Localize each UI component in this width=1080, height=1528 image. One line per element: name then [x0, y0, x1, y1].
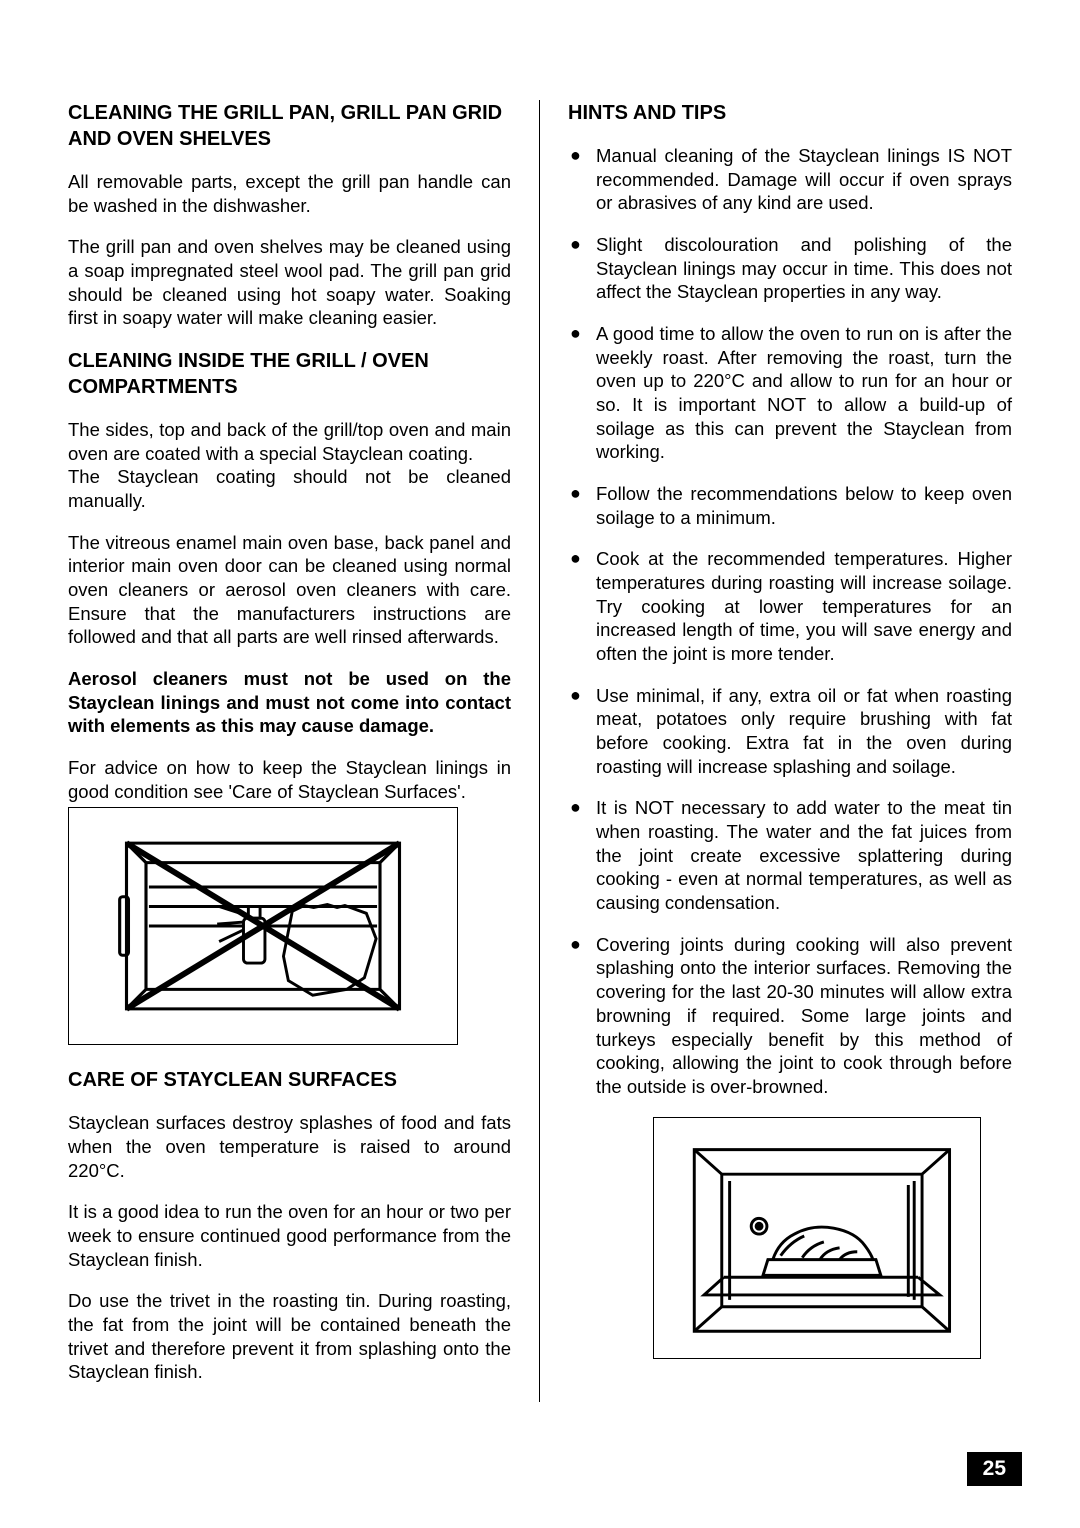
tip-item: Manual cleaning of the Stayclean linings…: [568, 144, 1012, 215]
tips-list: Manual cleaning of the Stayclean linings…: [568, 144, 1012, 1099]
heading-grill-pan: CLEANING THE GRILL PAN, GRILL PAN GRID A…: [68, 100, 511, 152]
para: Do use the trivet in the roasting tin. D…: [68, 1289, 511, 1384]
right-column: HINTS AND TIPS Manual cleaning of the St…: [540, 100, 1022, 1402]
left-column: CLEANING THE GRILL PAN, GRILL PAN GRID A…: [58, 100, 540, 1402]
para: The Stayclean coating should not be clea…: [68, 465, 511, 512]
tip-item: Slight discolouration and polishing of t…: [568, 233, 1012, 304]
heading-stayclean-care: CARE OF STAYCLEAN SURFACES: [68, 1067, 511, 1093]
para: Stayclean surfaces destroy splashes of f…: [68, 1111, 511, 1182]
no-spray-icon: [70, 809, 456, 1043]
heading-inside-grill: CLEANING INSIDE THE GRILL / OVEN COMPART…: [68, 348, 511, 400]
tip-item: Covering joints during cooking will also…: [568, 933, 1012, 1099]
para: The vitreous enamel main oven base, back…: [68, 531, 511, 649]
para: For advice on how to keep the Stayclean …: [68, 756, 511, 803]
page: CLEANING THE GRILL PAN, GRILL PAN GRID A…: [0, 0, 1080, 1462]
page-number: 25: [967, 1452, 1022, 1486]
figure-no-spray: [68, 807, 458, 1045]
tip-item: Use minimal, if any, extra oil or fat wh…: [568, 684, 1012, 779]
para: The sides, top and back of the grill/top…: [68, 418, 511, 465]
tip-item: A good time to allow the oven to run on …: [568, 322, 1012, 464]
para: It is a good idea to run the oven for an…: [68, 1200, 511, 1271]
para: All removable parts, except the grill pa…: [68, 170, 511, 217]
tip-item: It is NOT necessary to add water to the …: [568, 796, 1012, 914]
covered-roast-icon: [655, 1119, 979, 1357]
heading-hints-tips: HINTS AND TIPS: [568, 100, 1012, 126]
tip-item: Follow the recommendations below to keep…: [568, 482, 1012, 529]
figure-covered-roast: [653, 1117, 981, 1359]
para: The grill pan and oven shelves may be cl…: [68, 235, 511, 330]
para-warning: Aerosol cleaners must not be used on the…: [68, 667, 511, 738]
tip-item: Cook at the recommended temperatures. Hi…: [568, 547, 1012, 665]
